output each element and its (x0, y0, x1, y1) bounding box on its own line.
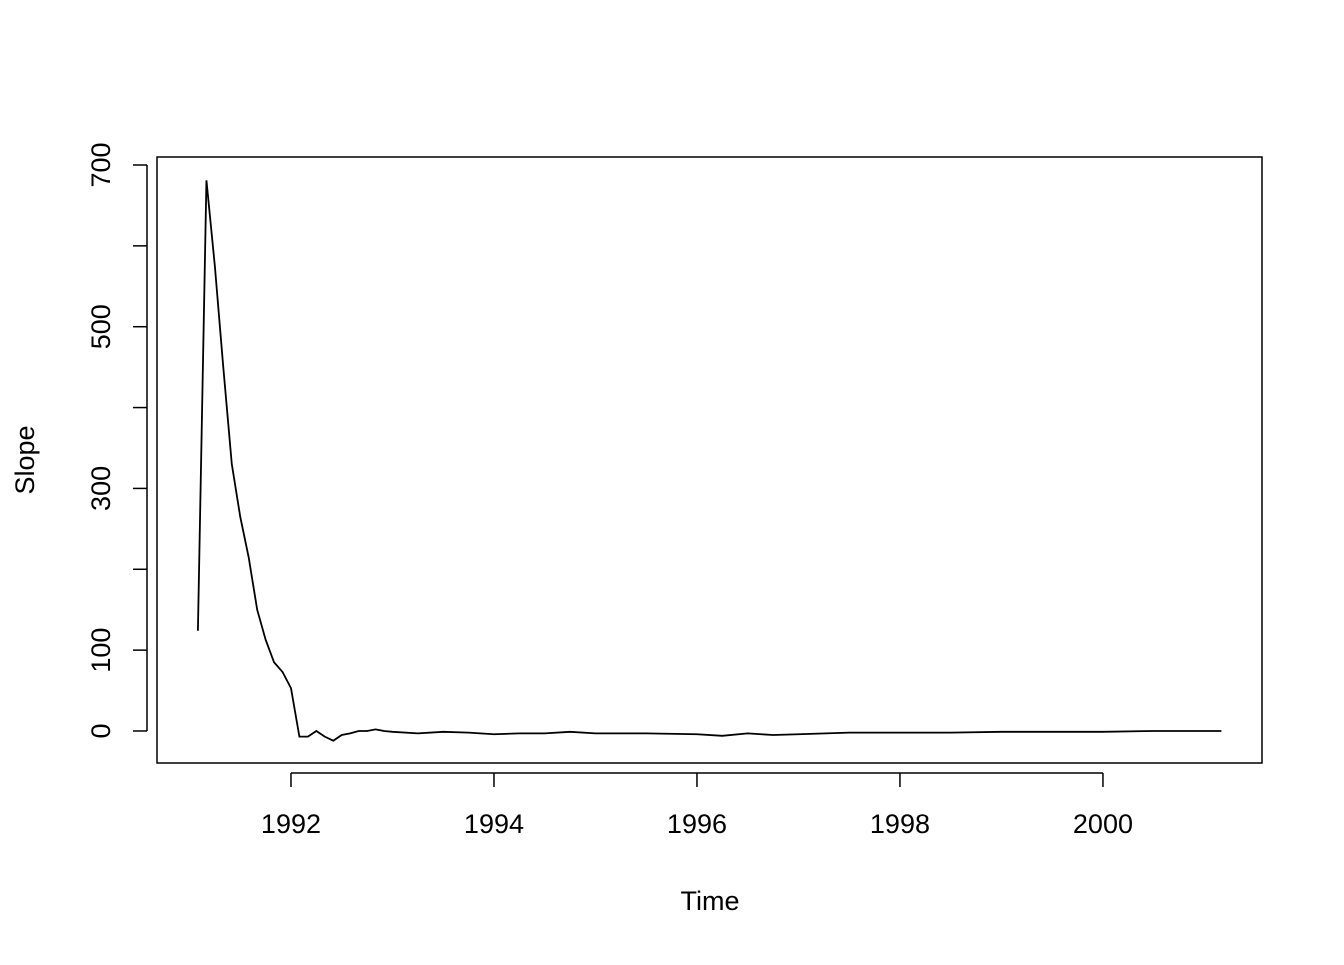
y-tick-label: 0 (86, 723, 116, 738)
data-line (197, 180, 1222, 742)
x-tick-label: 1994 (464, 809, 524, 839)
plot-frame (156, 156, 1263, 764)
y-tick-label: 300 (86, 466, 116, 511)
y-tick-label: 700 (86, 142, 116, 187)
x-tick-label: 1996 (667, 809, 727, 839)
x-tick-label: 1992 (261, 809, 321, 839)
y-tick-label: 100 (86, 628, 116, 673)
y-axis-label: Slope (10, 425, 40, 494)
x-tick-label: 2000 (1073, 809, 1133, 839)
x-tick-label: 1998 (870, 809, 930, 839)
y-tick-label: 500 (86, 304, 116, 349)
x-axis-label: Time (681, 886, 740, 916)
